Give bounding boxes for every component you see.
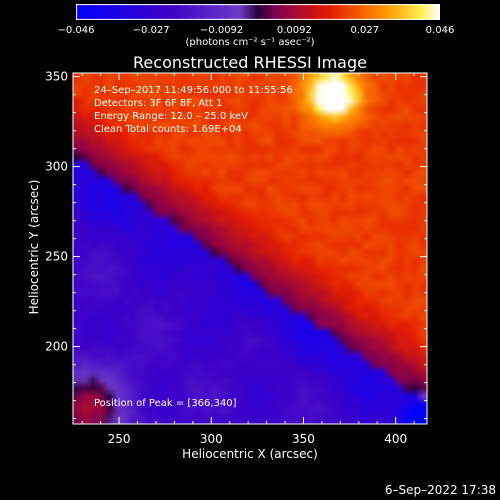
annotation-time-range: 24–Sep–2017 11:49:56.000 to 11:55:56	[94, 85, 293, 96]
y-axis-label: Heliocentric Y (arcsec)	[27, 179, 41, 315]
annotation-clean-counts: Clean Total counts: 1.69E+04	[94, 124, 242, 135]
x-tick-label: 300	[200, 432, 223, 446]
x-tick-label: 250	[108, 432, 131, 446]
colorbar-tick-label: −0.0092	[199, 25, 244, 36]
colorbar-tick-label: −0.046	[57, 25, 95, 36]
x-axis-label: Heliocentric X (arcsec)	[182, 447, 318, 461]
x-tick-label: 350	[292, 432, 315, 446]
colorbar-tick-label: −0.027	[132, 25, 170, 36]
annotation-peak-position: Position of Peak = [366,340]	[94, 398, 237, 409]
colorbar-tick-label: 0.0092	[276, 25, 312, 36]
colorbar-tick-label: 0.027	[350, 25, 380, 36]
colorbar	[76, 4, 440, 20]
heatmap-image	[73, 73, 427, 424]
x-tick-label: 400	[384, 432, 407, 446]
colorbar-tick-label: 0.046	[425, 25, 455, 36]
chart-title: Reconstructed RHESSI Image	[133, 53, 367, 72]
annotation-detectors: Detectors: 3F 6F 8F, Att 1	[94, 98, 223, 109]
y-tick-label: 300	[45, 160, 68, 174]
y-tick-label: 200	[45, 340, 68, 354]
plot-frame	[72, 72, 428, 425]
date-stamp: 6–Sep–2022 17:38	[384, 483, 496, 497]
y-tick-label: 350	[45, 70, 68, 84]
colorbar-label: (photons cm⁻² s⁻¹ asec⁻²)	[185, 37, 315, 48]
y-tick-label: 250	[45, 250, 68, 264]
annotation-energy-range: Energy Range: 12.0 – 25.0 keV	[94, 111, 248, 122]
